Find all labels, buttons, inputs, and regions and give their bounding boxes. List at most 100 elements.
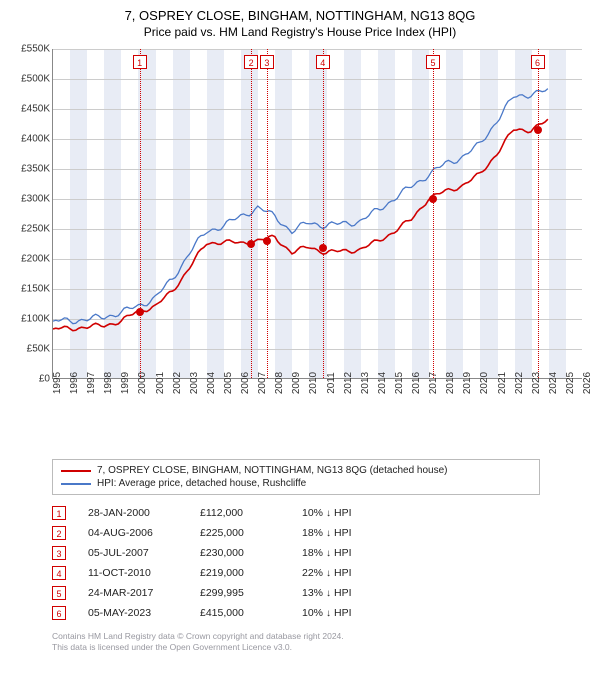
x-axis-label: 2016 [411,372,422,394]
transaction-date: 24-MAR-2017 [88,587,178,599]
x-axis-label: 1998 [103,372,114,394]
y-axis-label: £300K [21,194,50,205]
x-axis-label: 2007 [257,372,268,394]
y-axis-label: £450K [21,104,50,115]
x-axis-label: 2020 [479,372,490,394]
transaction-dot [534,126,542,134]
transaction-row: 128-JAN-2000£112,00010%↓HPI [52,503,590,523]
line-svg [53,49,582,378]
transaction-row: 6 05-MAY-2023 £415,000 10%↓HPI [52,603,590,623]
transaction-delta: 18%↓HPI [302,527,392,539]
transaction-delta: 18%↓HPI [302,547,392,559]
x-axis-label: 2008 [274,372,285,394]
x-axis-label: 2005 [223,372,234,394]
transaction-index: 3 [52,546,66,560]
x-axis-label: 2021 [497,372,508,394]
transaction-price: £112,000 [200,507,280,519]
x-axis-label: 2006 [240,372,251,394]
legend-box: 7, OSPREY CLOSE, BINGHAM, NOTTINGHAM, NG… [52,459,540,495]
transaction-marker-line [538,49,539,378]
transaction-row: 204-AUG-2006£225,00018%↓HPI [52,523,590,543]
x-axis-label: 2015 [394,372,405,394]
x-axis-label: 2023 [531,372,542,394]
y-axis-label: £100K [21,314,50,325]
transaction-marker-line [433,49,434,378]
x-axis-label: 2004 [206,372,217,394]
transaction-date: 05-MAY-2023 [88,607,178,619]
chart-container: 7, OSPREY CLOSE, BINGHAM, NOTTINGHAM, NG… [0,0,600,662]
y-axis-label: £150K [21,284,50,295]
transaction-marker-label: 2 [244,55,258,69]
transaction-price: £230,000 [200,547,280,559]
x-axis-label: 2001 [155,372,166,394]
x-axis-label: 2024 [548,372,559,394]
transaction-price: £219,000 [200,567,280,579]
transaction-index: 2 [52,526,66,540]
transaction-marker-label: 6 [531,55,545,69]
x-axis-label: 2014 [377,372,388,394]
transaction-price: £415,000 [200,607,280,619]
chart-area: 123456 £0£50K£100K£150K£200K£250K£300K£3… [10,45,590,415]
footer-attribution: Contains HM Land Registry data © Crown c… [52,631,590,652]
footer-line2: This data is licensed under the Open Gov… [52,642,590,653]
arrow-down-icon: ↓ [326,588,331,599]
transaction-marker-line [251,49,252,378]
plot-region: 123456 [52,49,582,379]
arrow-down-icon: ↓ [326,548,331,559]
x-axis-label: 2003 [189,372,200,394]
legend-swatch [61,483,91,485]
x-axis-label: 2022 [514,372,525,394]
transaction-dot [319,244,327,252]
transaction-marker-line [267,49,268,378]
transaction-row: 524-MAR-2017£299,99513%↓HPI [52,583,590,603]
y-axis-label: £500K [21,74,50,85]
title-block: 7, OSPREY CLOSE, BINGHAM, NOTTINGHAM, NG… [10,8,590,39]
transaction-marker-label: 3 [260,55,274,69]
x-axis-label: 1999 [120,372,131,394]
transaction-marker-label: 4 [316,55,330,69]
legend-swatch [61,470,91,472]
x-axis-label: 2002 [172,372,183,394]
transaction-dot [247,240,255,248]
transaction-delta: 10%↓HPI [302,507,392,519]
y-axis-label: £550K [21,44,50,55]
series-line [53,119,548,330]
legend-label: HPI: Average price, detached house, Rush… [97,478,306,489]
x-axis-label: 1997 [86,372,97,394]
arrow-down-icon: ↓ [326,568,331,579]
y-axis-label: £50K [27,344,50,355]
x-axis-label: 2017 [428,372,439,394]
transaction-index: 6 [52,606,66,620]
x-axis-label: 2000 [137,372,148,394]
title-address: 7, OSPREY CLOSE, BINGHAM, NOTTINGHAM, NG… [10,8,590,23]
transaction-marker-line [140,49,141,378]
x-axis-label: 2009 [291,372,302,394]
x-axis-label: 2012 [343,372,354,394]
y-axis-label: £0 [39,374,50,385]
x-axis-label: 2013 [360,372,371,394]
arrow-down-icon: ↓ [326,608,331,619]
footer-line1: Contains HM Land Registry data © Crown c… [52,631,590,642]
transaction-dot [429,195,437,203]
transaction-delta: 10%↓HPI [302,607,392,619]
transaction-dot [136,308,144,316]
transaction-index: 1 [52,506,66,520]
x-axis-label: 2026 [582,372,593,394]
x-axis-label: 2011 [326,372,337,394]
transaction-date: 11-OCT-2010 [88,567,178,579]
transaction-delta: 13%↓HPI [302,587,392,599]
series-line [53,89,548,324]
x-axis-label: 1995 [52,372,63,394]
transaction-dot [263,237,271,245]
transaction-delta: 22%↓HPI [302,567,392,579]
x-axis-label: 2025 [565,372,576,394]
y-axis-label: £200K [21,254,50,265]
arrow-down-icon: ↓ [326,508,331,519]
transaction-date: 05-JUL-2007 [88,547,178,559]
transaction-table: 128-JAN-2000£112,00010%↓HPI204-AUG-2006£… [52,503,590,623]
transaction-price: £225,000 [200,527,280,539]
transaction-price: £299,995 [200,587,280,599]
transaction-marker-label: 5 [426,55,440,69]
transaction-marker-line [323,49,324,378]
x-axis-label: 1996 [69,372,80,394]
